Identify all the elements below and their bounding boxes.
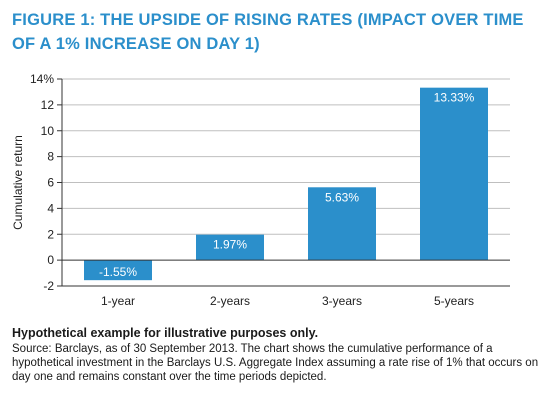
y-tick-label: 14% <box>30 72 54 86</box>
figure-title: FIGURE 1: THE UPSIDE OF RISING RATES (IM… <box>12 11 524 53</box>
data-label: -1.55% <box>99 265 137 279</box>
data-label: 13.33% <box>434 91 475 105</box>
data-label: 5.63% <box>325 190 359 204</box>
axes <box>57 78 510 287</box>
x-category-label: 2-years <box>210 294 250 308</box>
x-category-labels: 1-year 2-years 3-years 5-years <box>101 294 474 308</box>
bar-5-years <box>420 87 488 261</box>
y-tick-label: 12 <box>41 98 55 112</box>
y-tick-label: 6 <box>47 176 54 190</box>
data-label: 1.97% <box>213 238 247 252</box>
y-tick-labels: -2 0 2 4 6 8 10 12 14% <box>30 72 54 293</box>
y-tick-label: 4 <box>47 201 54 215</box>
source-note: Source: Barclays, as of 30 September 201… <box>12 343 539 383</box>
bar-3-years <box>308 187 376 261</box>
x-category-label: 5-years <box>434 294 474 308</box>
x-category-label: 3-years <box>322 294 362 308</box>
bar-chart: -2 0 2 4 6 8 10 12 14% 1-year 2-years 3-years 5-yea… <box>11 72 510 308</box>
y-tick-label: 0 <box>47 253 54 267</box>
y-tick-label: 10 <box>41 124 55 138</box>
y-axis-title: Cumulative return <box>11 135 25 230</box>
y-tick-label: 8 <box>47 150 54 164</box>
y-tick-label: 2 <box>47 227 54 241</box>
bars <box>84 87 488 281</box>
bar-2-years <box>196 234 264 261</box>
y-tick-label: -2 <box>43 279 54 293</box>
data-labels: -1.55% 1.97% 5.63% 13.33% <box>99 91 475 280</box>
bar-1-year <box>84 260 152 281</box>
illustrative-note: Hypothetical example for illustrative pu… <box>12 326 319 340</box>
x-category-label: 1-year <box>101 294 135 308</box>
